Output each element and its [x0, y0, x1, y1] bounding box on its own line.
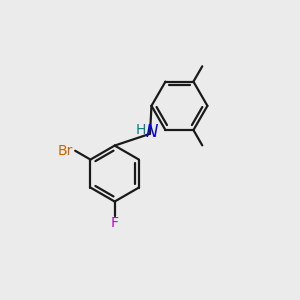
- Text: N: N: [145, 123, 158, 141]
- Text: H: H: [135, 123, 146, 137]
- Text: F: F: [111, 216, 119, 230]
- Text: Br: Br: [57, 144, 73, 158]
